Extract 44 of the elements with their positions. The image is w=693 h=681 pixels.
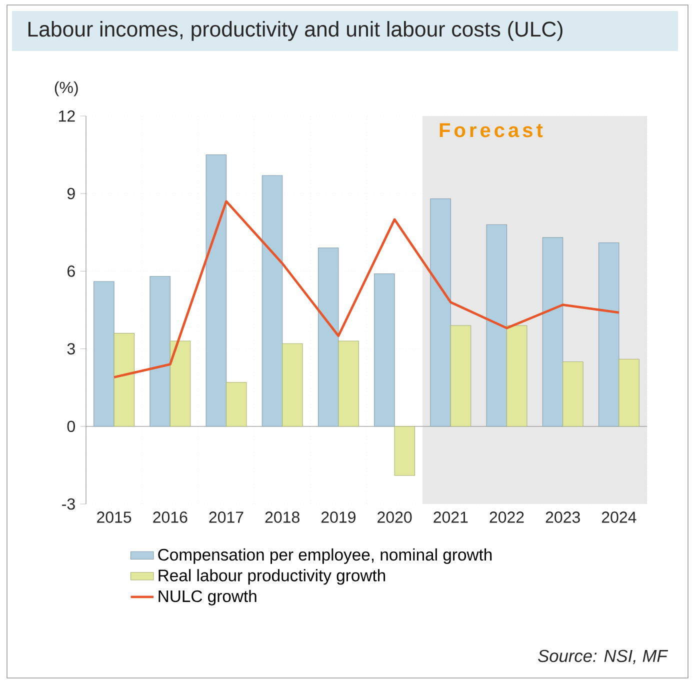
x-tick-label: 2016 <box>153 512 188 523</box>
bar <box>170 340 191 427</box>
bar <box>598 242 620 427</box>
x-tick-label: 2021 <box>434 512 468 523</box>
y-tick-label: 12 <box>59 110 75 122</box>
bar <box>450 325 472 427</box>
line-series <box>112 200 620 378</box>
x-tick-label: 2015 <box>97 512 132 523</box>
x-tick-label: 2024 <box>602 512 636 523</box>
band-label: Forecast <box>440 123 543 138</box>
legend-label: Compensation per employee, nominal growth <box>158 548 492 564</box>
bar <box>542 237 564 427</box>
bar <box>618 358 640 427</box>
bar <box>94 281 114 427</box>
chart-title: Labour incomes, productivity and unit labour costs (ULC) <box>28 21 562 41</box>
bar <box>394 426 416 476</box>
x-tick-label: 2017 <box>209 512 244 523</box>
bar <box>318 248 339 427</box>
y-tick-label: -3 <box>62 498 75 510</box>
bar <box>338 340 359 427</box>
bar <box>506 325 528 427</box>
y-tick-label: 6 <box>68 266 75 277</box>
x-tick-label: 2019 <box>321 512 356 523</box>
bar <box>150 276 170 427</box>
bar <box>114 333 135 427</box>
y-tick-label: 3 <box>67 343 75 354</box>
x-tick-label: 2023 <box>546 512 580 523</box>
y-axis-title: (%) <box>54 81 78 96</box>
bar <box>282 343 303 427</box>
bar <box>562 361 584 427</box>
x-tick-label: 2020 <box>378 512 412 523</box>
source-note: Source: NSI, MF <box>538 650 668 664</box>
bar <box>206 154 227 427</box>
bar <box>374 274 395 427</box>
bar <box>430 198 451 427</box>
bar <box>262 175 283 427</box>
y-tick-label: 9 <box>67 188 75 200</box>
y-tick-label: 0 <box>67 420 75 432</box>
x-tick-label: 2018 <box>265 512 300 523</box>
bar <box>486 224 508 427</box>
bar <box>226 382 247 427</box>
x-tick-label: 2022 <box>490 512 524 523</box>
legend-label: Real labour productivity growth <box>158 569 386 585</box>
legend-label: NULC growth <box>158 590 256 606</box>
